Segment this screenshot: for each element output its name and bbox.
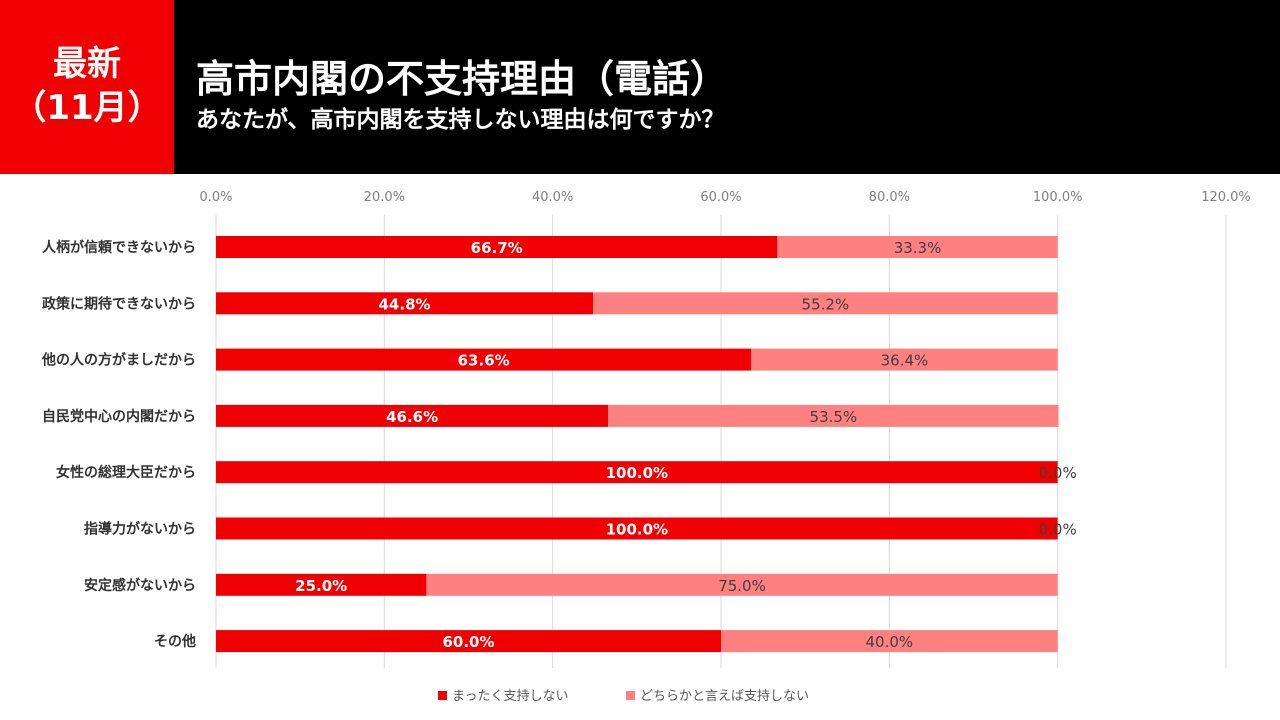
- page-title: 高市内閣の不支持理由（電話）: [196, 57, 729, 101]
- bar-segment: [216, 236, 778, 258]
- data-label: 53.5%: [810, 408, 858, 426]
- category-label: 指導力がないから: [84, 521, 196, 538]
- category-label: 政策に期待できないから: [42, 295, 196, 312]
- category-label: その他: [154, 633, 196, 650]
- bar-segment: [216, 573, 427, 596]
- bar-segment: [216, 517, 1058, 540]
- data-label: 44.8%: [379, 295, 431, 313]
- badge-line1: 最新: [53, 44, 121, 84]
- data-label: 63.6%: [458, 352, 510, 370]
- data-label: 36.4%: [881, 352, 929, 370]
- data-label: 100.0%: [606, 521, 668, 539]
- bar-segment: [216, 461, 1058, 484]
- category-label: 自民党中心の内閣だから: [42, 408, 196, 425]
- x-tick-label: 20.0%: [364, 190, 405, 205]
- data-label: 40.0%: [866, 633, 914, 651]
- data-label: 60.0%: [442, 633, 494, 651]
- data-label: 0.0%: [1039, 464, 1077, 482]
- category-label: 安定感がないから: [84, 577, 196, 594]
- page-subtitle: あなたが、高市内閣を支持しない理由は何ですか？: [196, 107, 725, 133]
- data-label: 100.0%: [606, 464, 668, 482]
- data-label: 46.6%: [386, 408, 438, 426]
- legend-swatch: [626, 691, 635, 700]
- legend-label: まったく支持しない: [452, 689, 568, 704]
- badge-line2: （11月）: [12, 88, 162, 128]
- bar-segment: [721, 630, 1058, 653]
- legend-swatch: [438, 691, 447, 700]
- bar-segment: [216, 404, 609, 427]
- data-label: 33.3%: [894, 239, 942, 257]
- bar-segment: [751, 348, 1058, 371]
- data-label: 25.0%: [295, 577, 347, 595]
- bar-segment: [426, 573, 1058, 596]
- x-tick-label: 120.0%: [1201, 190, 1251, 205]
- x-tick-label: 0.0%: [199, 190, 232, 205]
- data-label: 75.0%: [718, 577, 766, 595]
- x-tick-label: 60.0%: [700, 190, 741, 205]
- x-tick-label: 40.0%: [532, 190, 573, 205]
- bar-segment: [216, 630, 721, 653]
- category-label: 他の人の方がましだから: [41, 352, 196, 369]
- x-tick-label: 80.0%: [869, 190, 910, 205]
- legend-label: どちらかと言えば支持しない: [640, 689, 809, 704]
- bar-segment: [216, 348, 752, 371]
- category-label: 女性の総理大臣だから: [56, 464, 196, 481]
- bar-segment: [777, 236, 1058, 258]
- header-bar: 最新 （11月） 高市内閣の不支持理由（電話） あなたが、高市内閣を支持しない理…: [0, 0, 1280, 174]
- latest-badge: 最新 （11月）: [0, 0, 174, 174]
- stacked-bar-chart: 0.0% 20.0% 40.0% 60.0% 80.0% 100.0% 120.0% 人柄が信…: [41, 190, 1251, 704]
- data-label: 55.2%: [802, 295, 850, 313]
- category-label: 人柄が信頼できないから: [42, 239, 196, 256]
- bar-segment: [608, 404, 1059, 427]
- bar-segment: [593, 292, 1058, 315]
- x-tick-label: 100.0%: [1033, 190, 1083, 205]
- data-label: 66.7%: [471, 239, 523, 257]
- data-label: 0.0%: [1039, 521, 1077, 539]
- bar-segment: [216, 292, 594, 315]
